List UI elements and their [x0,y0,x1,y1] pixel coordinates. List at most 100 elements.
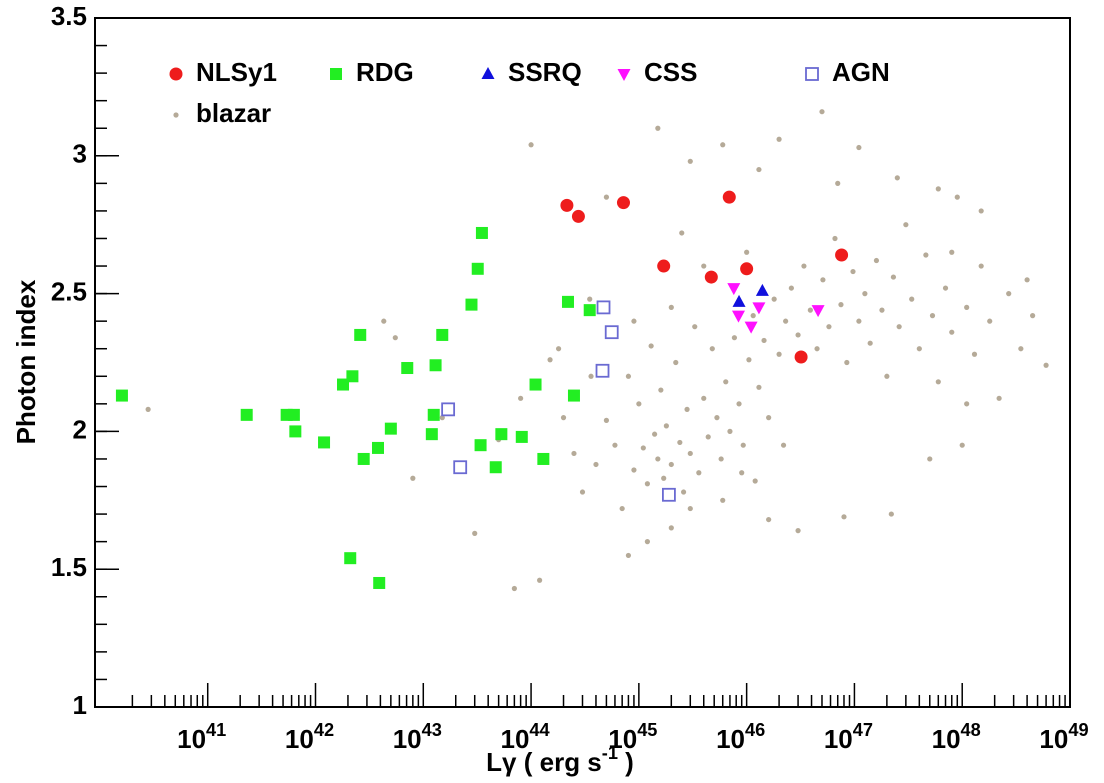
point [935,379,941,385]
point [776,136,782,142]
point [744,321,758,334]
point [832,235,838,242]
point [696,470,702,476]
point [625,373,632,379]
point [474,439,487,452]
point [888,511,894,517]
point [518,395,524,401]
point [929,313,936,319]
point [439,415,445,421]
point [587,296,593,302]
legend-marker [481,67,495,79]
point [879,307,885,313]
point [750,313,756,319]
point [593,461,599,468]
point [616,196,630,210]
point [746,357,752,363]
point [916,346,922,352]
point [354,328,367,341]
point [410,475,416,481]
point [873,257,880,264]
point [425,428,438,441]
point [838,302,844,308]
point [709,346,715,352]
point [644,539,650,545]
point [687,505,693,512]
point [856,318,862,324]
point [954,194,960,200]
point [776,351,782,357]
point [744,249,750,255]
point [727,283,741,296]
point [344,552,357,565]
point [811,305,825,318]
point [714,415,720,421]
point [794,350,808,364]
point [1006,291,1012,297]
point [668,304,674,310]
point [673,359,679,366]
point [475,226,488,239]
point [429,359,442,372]
point [661,475,667,481]
point [567,389,580,402]
point [537,577,543,583]
point [392,335,398,341]
point [723,379,729,385]
point [766,516,772,523]
point [701,263,707,269]
point [884,373,890,379]
point [529,378,542,391]
point [640,445,646,451]
point [903,222,909,228]
point [692,324,698,330]
point [819,109,825,115]
point [427,408,440,421]
point [636,401,642,407]
point [511,585,517,592]
point [978,208,984,214]
legend-label: AGN [832,57,890,87]
point [996,395,1002,401]
point [766,415,772,421]
point [631,467,637,473]
point [595,363,610,378]
point [740,442,746,448]
point [401,362,414,375]
point [465,298,478,311]
point [644,481,650,487]
point [663,423,669,429]
point [652,431,658,437]
y-tick-label: 3.5 [51,1,87,31]
point [935,186,941,192]
point [658,387,664,393]
point [384,422,397,435]
point [679,230,685,236]
point [814,346,820,352]
point [720,142,726,148]
point [537,452,550,465]
point [381,318,387,324]
point [287,408,300,421]
point [740,262,754,276]
y-tick-label: 1.5 [51,552,87,582]
point [687,158,693,164]
y-tick-label: 2.5 [51,276,87,306]
point [115,389,128,402]
point [826,324,832,330]
point [704,270,718,284]
point [894,175,900,181]
point [771,296,777,302]
point [289,425,302,438]
point [436,328,449,341]
point [472,530,478,536]
point [662,487,676,502]
point [560,198,574,212]
point [978,263,984,269]
point [752,478,758,484]
point [528,142,534,148]
point [835,180,841,186]
point [145,406,151,412]
point [987,318,993,324]
point [718,456,724,462]
